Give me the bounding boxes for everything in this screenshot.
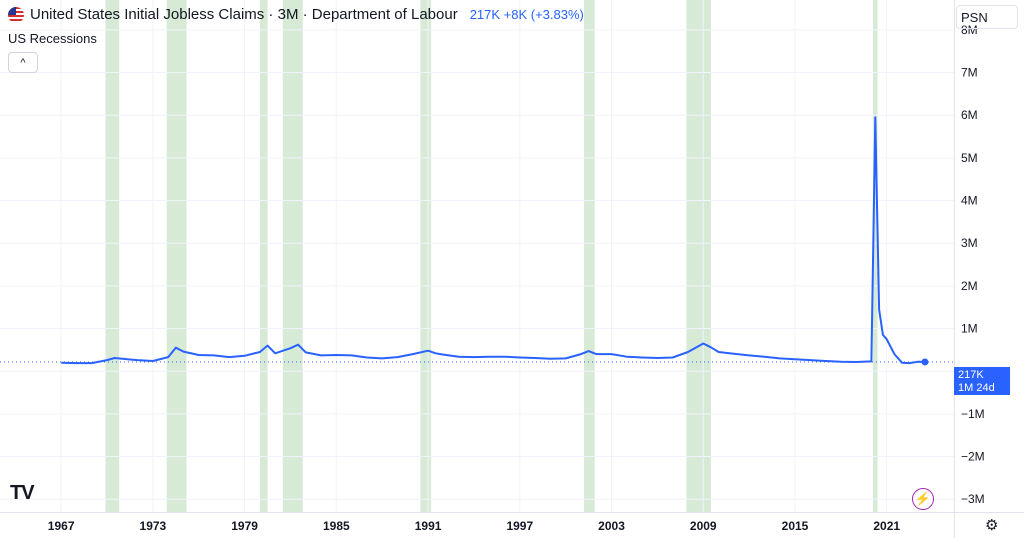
- y-tick-label: 2M: [961, 279, 978, 293]
- chart-legend: United States Initial Jobless Claims · 3…: [8, 6, 584, 23]
- y-tick-label: 6M: [961, 108, 978, 122]
- y-tick-label: −3M: [961, 492, 985, 506]
- y-tick-label: 3M: [961, 236, 978, 250]
- x-tick-label: 2009: [690, 519, 717, 533]
- recession-band-6: [686, 0, 711, 512]
- chevron-up-icon: ^: [20, 56, 26, 69]
- bar-countdown: 1M 24d: [958, 382, 995, 394]
- tradingview-logo-icon: TV: [10, 482, 35, 504]
- last-data-point: [921, 358, 929, 366]
- collapse-legend-button[interactable]: ^: [8, 52, 38, 73]
- y-tick-label: 7M: [961, 66, 978, 80]
- scale-mode-box[interactable]: PSN: [956, 5, 1018, 29]
- x-tick-label: 1985: [323, 519, 350, 533]
- recession-band-2: [259, 0, 268, 512]
- y-tick-label: 4M: [961, 194, 978, 208]
- y-tick-label: 1M: [961, 322, 978, 336]
- recession-band-1: [166, 0, 187, 512]
- y-tick-label: −1M: [961, 407, 985, 421]
- bolt-icon[interactable]: ⚡: [912, 488, 934, 510]
- x-tick-label: 2021: [873, 519, 900, 533]
- x-tick-label: 1973: [140, 519, 167, 533]
- bolt-glyph: ⚡: [914, 491, 932, 506]
- x-tick-label: 1979: [231, 519, 258, 533]
- last-value-change: 217K +8K (+3.83%): [469, 7, 584, 22]
- x-tick-label: 2003: [598, 519, 625, 533]
- recession-band-5: [584, 0, 595, 512]
- recession-band-4: [420, 0, 432, 512]
- recession-band-3: [282, 0, 303, 512]
- last-price-tag: 217K 1M 24d: [954, 367, 1010, 395]
- recession-band-7: [872, 0, 878, 512]
- recession-band-0: [105, 0, 120, 512]
- settings-gear-icon[interactable]: ⚙: [985, 517, 999, 534]
- recessions-label: US Recessions: [8, 31, 97, 46]
- chart-title: United States Initial Jobless Claims · 3…: [30, 6, 458, 23]
- us-flag-icon: [8, 6, 24, 23]
- x-tick-label: 1991: [415, 519, 442, 533]
- x-tick-label: 2015: [782, 519, 809, 533]
- x-tick-label: 1997: [506, 519, 533, 533]
- last-price-value: 217K: [958, 369, 984, 381]
- y-tick-label: −2M: [961, 450, 985, 464]
- scale-mode-label: PSN: [961, 9, 988, 25]
- series-line: [61, 116, 926, 365]
- y-tick-label: 5M: [961, 151, 978, 165]
- y-tick-label: 8M: [961, 23, 978, 37]
- x-tick-label: 1967: [48, 519, 75, 533]
